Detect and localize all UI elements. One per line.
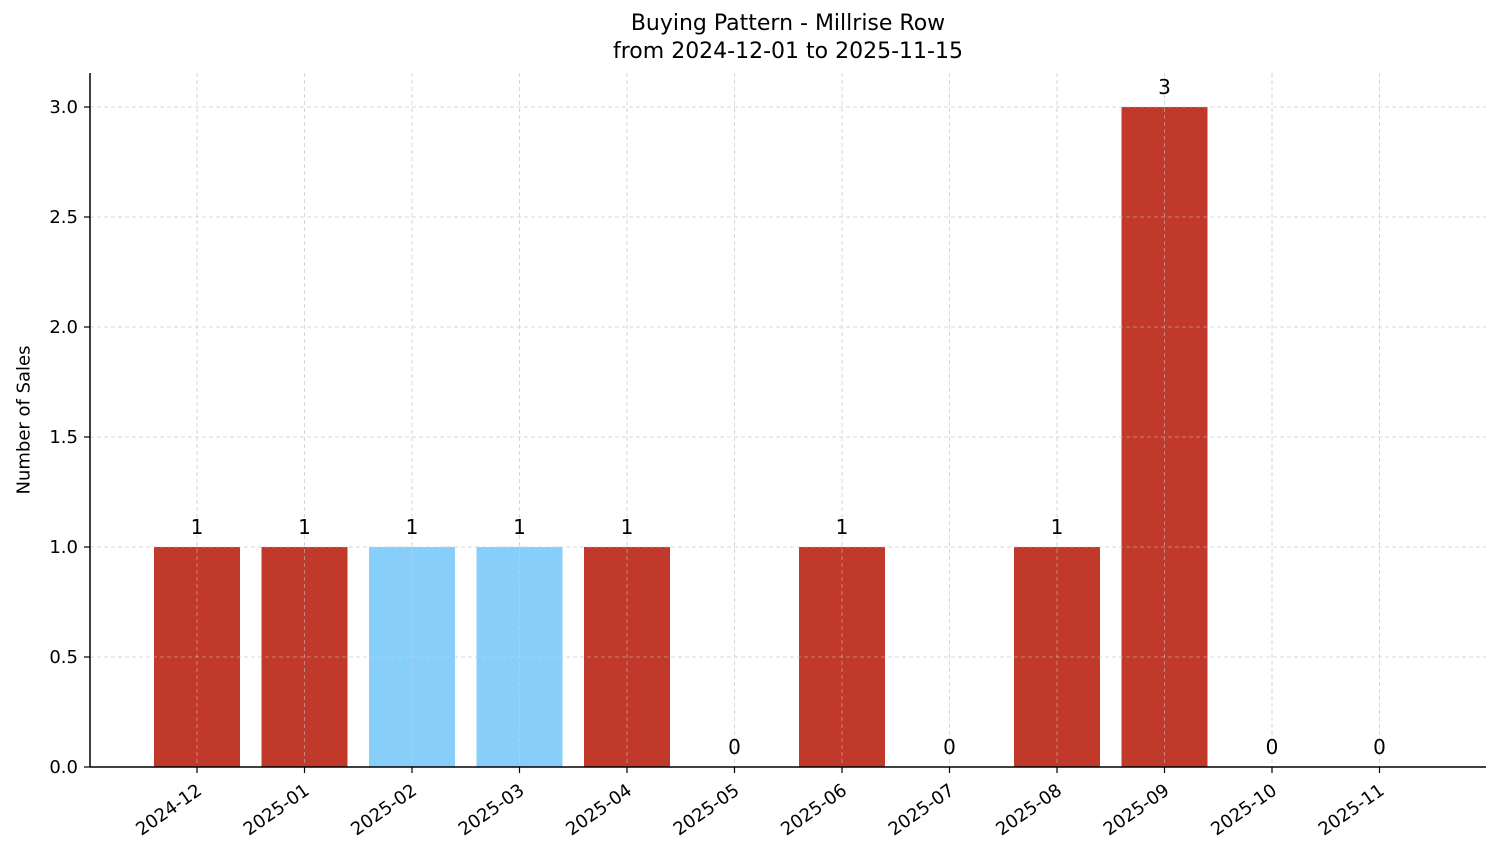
x-tick-label: 2025-09 — [1100, 780, 1174, 840]
x-tick-label: 2025-08 — [992, 780, 1066, 840]
x-tick-label: 2025-07 — [885, 780, 959, 840]
y-tick-label: 2.5 — [49, 207, 78, 228]
bar-value-label: 3 — [1158, 75, 1171, 99]
chart-title: Buying Pattern - Millrise Row from 2024-… — [0, 10, 1501, 66]
y-tick-label: 1.0 — [49, 537, 78, 558]
x-tick-label: 2025-01 — [240, 780, 314, 840]
y-tick-label: 1.5 — [49, 427, 78, 448]
x-tick-label: 2025-06 — [777, 780, 851, 840]
x-axis-ticks: 2024-12 2025-01 2025-02 2025-03 2025-04 2025-… — [132, 767, 1388, 840]
x-tick-label: 2025-05 — [670, 780, 744, 840]
x-tick-label: 2025-10 — [1207, 780, 1281, 840]
bar-value-label: 0 — [943, 735, 956, 759]
grid-lines-overlay — [90, 73, 1486, 768]
bar-value-labels: 1 1 1 1 1 0 1 0 1 3 0 0 — [191, 75, 1386, 759]
bar-value-label: 0 — [1373, 735, 1386, 759]
y-tick-label: 3.0 — [49, 97, 78, 118]
y-tick-label: 0.0 — [49, 757, 78, 778]
bar-value-label: 1 — [191, 515, 204, 539]
y-axis-ticks: 0.0 0.5 1.0 1.5 2.0 2.5 3.0 — [49, 97, 90, 778]
bar-value-label: 1 — [406, 515, 419, 539]
axes — [89, 73, 1486, 768]
bar-value-label: 0 — [1266, 735, 1279, 759]
y-tick-label: 2.0 — [49, 317, 78, 338]
bar-value-label: 0 — [728, 735, 741, 759]
bar-value-label: 1 — [1051, 515, 1064, 539]
chart-subtitle: from 2024-12-01 to 2025-11-15 — [613, 39, 963, 64]
bar-value-label: 1 — [621, 515, 634, 539]
bar-value-label: 1 — [298, 515, 311, 539]
x-tick-label: 2025-04 — [562, 780, 636, 840]
x-tick-label: 2025-02 — [347, 780, 421, 840]
x-tick-label: 2025-11 — [1315, 780, 1389, 840]
chart-title-main: Buying Pattern - Millrise Row — [630, 11, 946, 36]
bar-value-label: 1 — [836, 515, 849, 539]
x-tick-label: 2025-03 — [455, 780, 529, 840]
bar-value-label: 1 — [513, 515, 526, 539]
x-tick-label: 2024-12 — [132, 780, 206, 840]
y-tick-label: 0.5 — [49, 647, 78, 668]
